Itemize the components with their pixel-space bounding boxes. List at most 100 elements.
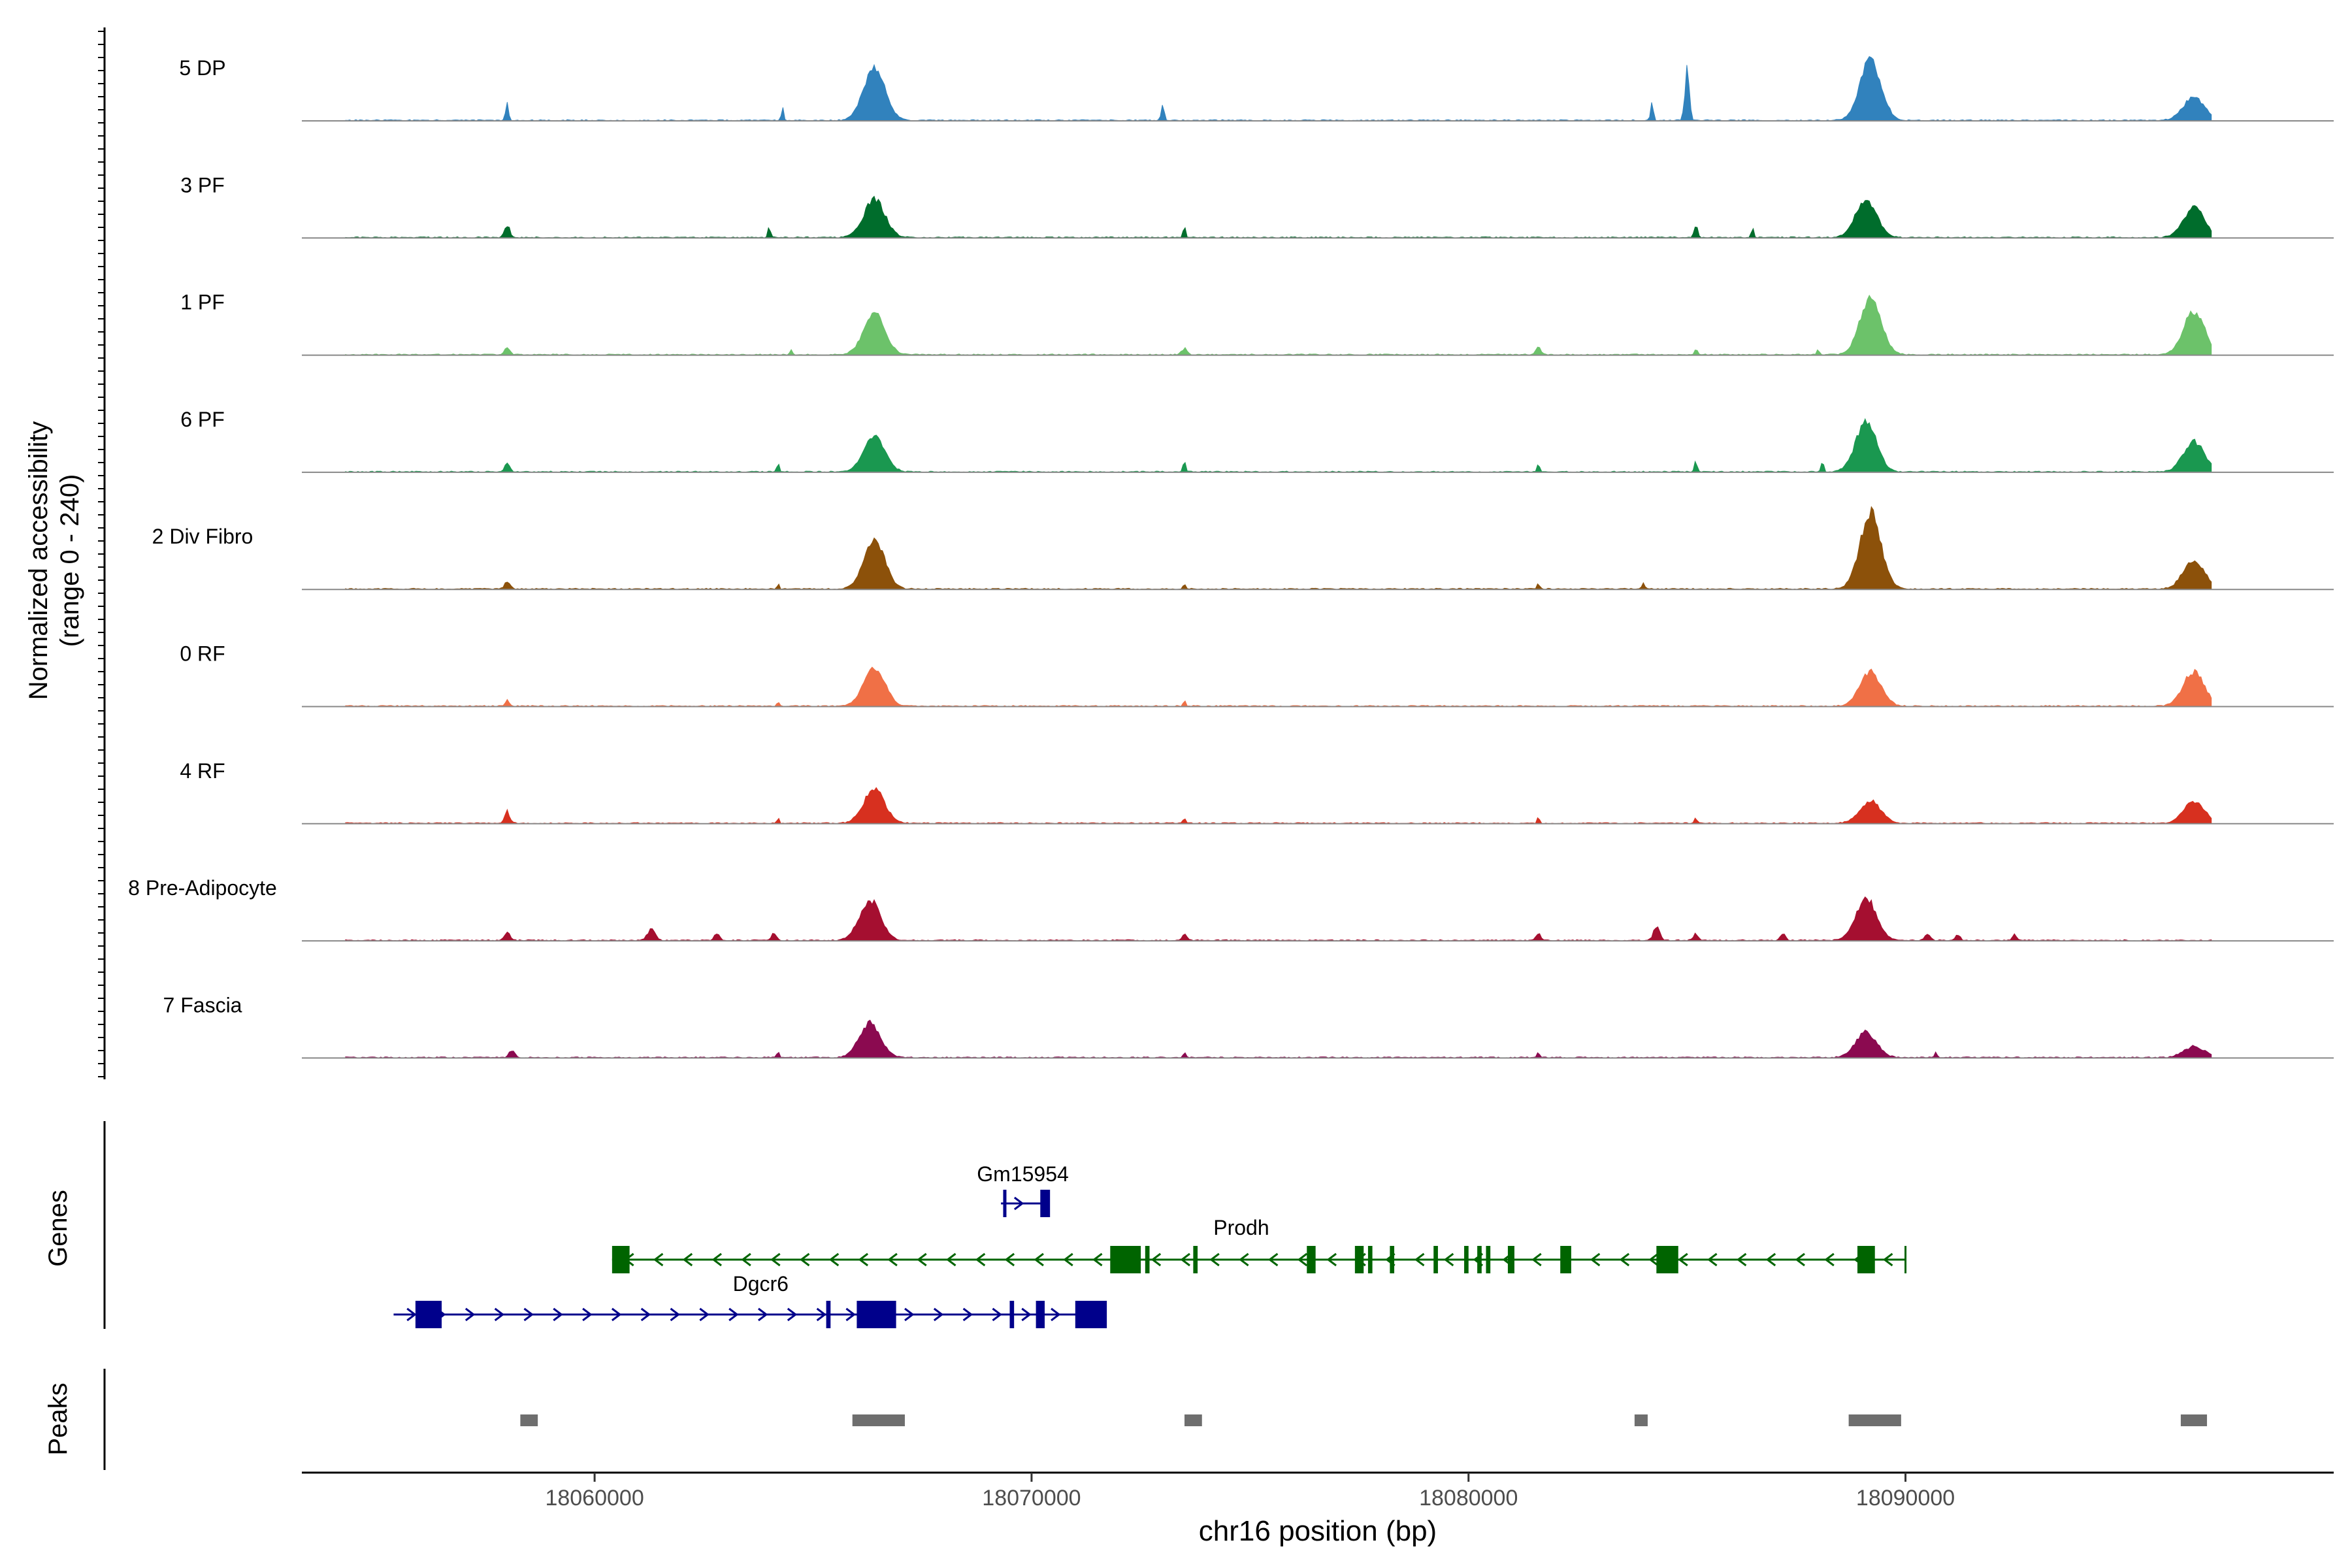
- x-tick-label: 18080000: [1419, 1486, 1518, 1511]
- strand-arrow: [1180, 1252, 1190, 1267]
- genes-panel-label: Genes: [44, 1190, 73, 1267]
- track-signal: [345, 506, 2212, 590]
- gene-exon: [415, 1301, 442, 1328]
- track-label: 4 RF: [180, 759, 225, 783]
- track-4-rf: 4 RF: [180, 759, 2334, 825]
- track-signal: [345, 1019, 2212, 1058]
- strand-arrow: [1882, 1252, 1893, 1267]
- strand-arrow: [711, 1252, 722, 1267]
- strand-arrow: [758, 1307, 768, 1322]
- strand-arrow: [1034, 1252, 1044, 1267]
- track-6-pf: 6 PF: [180, 408, 2334, 473]
- strand-arrow: [992, 1307, 1002, 1322]
- track-label: 6 PF: [180, 408, 225, 431]
- strand-arrow: [858, 1252, 868, 1267]
- track-label: 3 PF: [180, 173, 225, 197]
- strand-arrow: [946, 1252, 956, 1267]
- x-tick-label: 18060000: [545, 1486, 644, 1511]
- strand-arrow: [845, 1307, 856, 1322]
- peak-region: [852, 1414, 905, 1426]
- accessibility-tracks: 5 DP 3 PF 1 PF 6 PF 2 Div Fibro 0 RF 4 RF 8 Pre…: [128, 56, 2334, 1059]
- strand-arrow: [553, 1307, 563, 1322]
- strand-arrow: [904, 1307, 915, 1322]
- track-signal: [345, 295, 2212, 356]
- strand-arrow: [682, 1252, 693, 1267]
- x-axis-ticks: 18060000 18070000 18080000 18090000: [545, 1473, 1955, 1511]
- gene-label: Dgcr6: [733, 1272, 789, 1296]
- strand-arrow: [962, 1307, 973, 1322]
- track-signal: [345, 896, 2212, 941]
- gene-exon: [1477, 1246, 1482, 1273]
- track-label: 8 Pre-Adipocyte: [128, 876, 277, 900]
- gene-exon: [1507, 1246, 1514, 1273]
- gene-exon: [1354, 1246, 1364, 1273]
- y-axis-label: Normalized accessibility (range 0 - 240): [24, 421, 84, 700]
- gene-exon: [612, 1246, 630, 1273]
- gene-exon: [1075, 1301, 1106, 1328]
- gene-exon: [826, 1301, 831, 1328]
- strand-arrow: [741, 1252, 751, 1267]
- strand-arrow: [1443, 1252, 1454, 1267]
- gene-exon: [1110, 1246, 1141, 1273]
- track-label: 0 RF: [180, 642, 225, 666]
- strand-arrow: [917, 1252, 927, 1267]
- gene-exon: [1003, 1190, 1007, 1217]
- track-label: 5 DP: [179, 56, 225, 80]
- tracks-y-axis-ticks: [98, 31, 105, 1077]
- track-5-dp: 5 DP: [179, 56, 2334, 122]
- strand-arrow: [1619, 1252, 1630, 1267]
- strand-arrow: [1239, 1252, 1249, 1267]
- strand-arrow: [975, 1252, 986, 1267]
- gene-exon: [1009, 1301, 1015, 1328]
- gene-dgcr6: Dgcr6: [393, 1272, 1107, 1328]
- strand-arrow: [933, 1307, 944, 1322]
- strand-arrow: [1151, 1252, 1162, 1267]
- strand-arrow: [1795, 1252, 1805, 1267]
- gene-exon: [1560, 1246, 1571, 1273]
- gene-label: Prodh: [1213, 1216, 1269, 1239]
- gene-exon: [1486, 1246, 1491, 1273]
- peaks-panel-label: Peaks: [44, 1382, 73, 1455]
- gene-exon: [1656, 1246, 1678, 1273]
- strand-arrow: [1765, 1252, 1776, 1267]
- strand-arrow: [816, 1307, 827, 1322]
- gene-label: Gm15954: [977, 1162, 1069, 1186]
- strand-arrow: [582, 1307, 593, 1322]
- peak-region: [520, 1414, 538, 1426]
- track-0-rf: 0 RF: [180, 642, 2334, 708]
- track-signal: [345, 787, 2212, 825]
- gene-exon: [1433, 1246, 1438, 1273]
- gene-exon: [1367, 1246, 1373, 1273]
- track-label: 1 PF: [180, 291, 225, 314]
- strand-arrow: [1326, 1252, 1337, 1267]
- gene-gm15954: Gm15954: [977, 1162, 1069, 1217]
- strand-arrow: [1021, 1307, 1032, 1322]
- strand-arrow: [799, 1252, 810, 1267]
- strand-arrow: [640, 1307, 651, 1322]
- track-signal: [345, 56, 2212, 122]
- peak-region: [1634, 1414, 1648, 1426]
- track-label: 2 Div Fibro: [152, 525, 253, 548]
- strand-arrow: [1414, 1252, 1425, 1267]
- strand-arrow: [1013, 1196, 1024, 1211]
- peak-region: [2180, 1414, 2208, 1426]
- strand-arrow: [1051, 1307, 1061, 1322]
- strand-arrow: [699, 1307, 710, 1322]
- strand-arrow: [523, 1307, 534, 1322]
- strand-arrow: [1092, 1252, 1103, 1267]
- strand-arrow: [1297, 1252, 1308, 1267]
- x-axis-label: chr16 position (bp): [1199, 1515, 1437, 1547]
- strand-arrow: [1063, 1252, 1073, 1267]
- strand-arrow: [494, 1307, 505, 1322]
- track-signal: [345, 666, 2212, 708]
- strand-arrow: [1267, 1252, 1279, 1267]
- gene-exon: [1193, 1246, 1198, 1273]
- strand-arrow: [1648, 1252, 1659, 1267]
- strand-arrow: [1531, 1252, 1542, 1267]
- gene-exon: [1857, 1246, 1875, 1273]
- strand-arrow: [406, 1307, 417, 1322]
- peak-regions-track: [520, 1414, 2208, 1426]
- gene-annotation-track: Gm15954 Prodh Dgcr6: [393, 1162, 1907, 1328]
- strand-arrow: [1590, 1252, 1601, 1267]
- y-axis-label-line1: Normalized accessibility: [24, 421, 53, 700]
